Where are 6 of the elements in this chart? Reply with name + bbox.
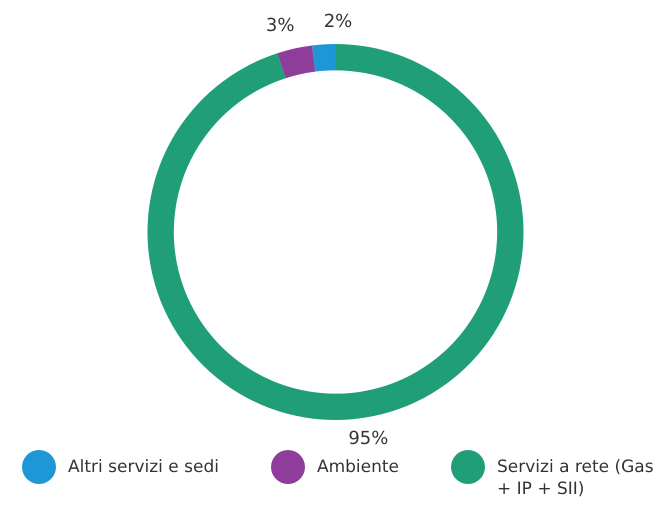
legend-label: Servizi a rete (Gas + IP + SII): [497, 456, 655, 500]
data-label: 3%: [266, 15, 294, 36]
data-label: 2%: [324, 11, 352, 32]
legend-label: Ambiente: [316, 456, 400, 478]
data-label: 95%: [348, 428, 388, 450]
legend-label: Altri servizi e sedi: [68, 456, 219, 478]
